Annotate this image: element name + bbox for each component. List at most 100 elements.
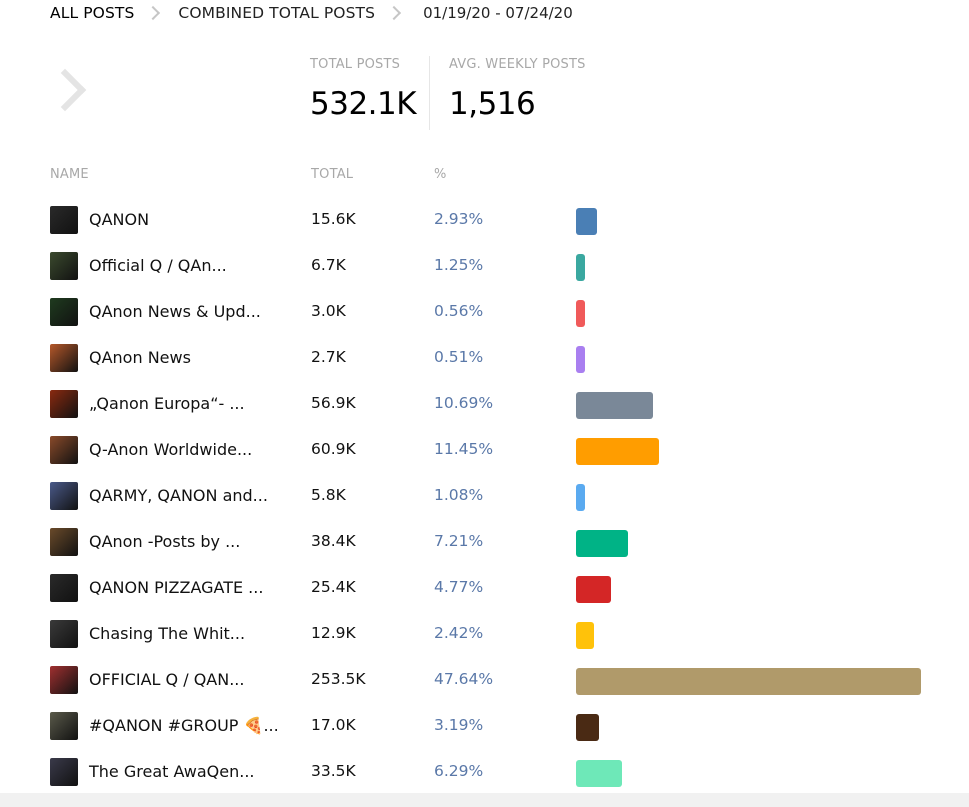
channel-name[interactable]: QANON PIZZAGATE ... xyxy=(89,578,264,597)
table-row[interactable]: QARMY, QANON and... 5.8K 1.08% xyxy=(0,474,969,520)
chevron-right-icon xyxy=(43,68,87,112)
channel-total: 6.7K xyxy=(311,256,346,274)
channel-total: 15.6K xyxy=(311,210,356,228)
channel-name[interactable]: OFFICIAL Q / QAN... xyxy=(89,670,245,689)
channel-percent: 4.77% xyxy=(434,578,484,596)
table-row[interactable]: OFFICIAL Q / QAN... 253.5K 47.64% xyxy=(0,658,969,704)
table-row[interactable]: QAnon News & Upd... 3.0K 0.56% xyxy=(0,290,969,336)
channel-percent: 7.21% xyxy=(434,532,484,550)
column-header-total[interactable]: TOTAL xyxy=(311,167,354,182)
channel-percent: 1.25% xyxy=(434,256,484,274)
column-header-percent[interactable]: % xyxy=(434,167,447,182)
table-row[interactable]: QAnon News 2.7K 0.51% xyxy=(0,336,969,382)
channel-name[interactable]: The Great AwaQen... xyxy=(89,762,255,781)
avg-weekly-label: AVG. WEEKLY POSTS xyxy=(449,57,586,72)
avatar-image xyxy=(50,666,78,694)
channel-percent: 47.64% xyxy=(434,670,494,688)
channel-avatar[interactable] xyxy=(50,206,78,234)
share-bar xyxy=(576,300,585,327)
share-bar xyxy=(576,714,600,741)
channel-avatar[interactable] xyxy=(50,344,78,372)
channel-avatar[interactable] xyxy=(50,298,78,326)
share-bar xyxy=(576,622,594,649)
channel-avatar[interactable] xyxy=(50,252,78,280)
table-row[interactable]: Official Q / QAn... 6.7K 1.25% xyxy=(0,244,969,290)
channel-name[interactable]: Official Q / QAn... xyxy=(89,256,227,275)
avatar-image xyxy=(50,712,78,740)
channel-total: 60.9K xyxy=(311,440,356,458)
avatar-image xyxy=(50,252,78,280)
channel-name[interactable]: Q-Anon Worldwide... xyxy=(89,440,253,459)
table-row[interactable]: #QANON #GROUP 🍕... 17.0K 3.19% xyxy=(0,704,969,750)
channel-avatar[interactable] xyxy=(50,666,78,694)
channel-name[interactable]: #QANON #GROUP 🍕... xyxy=(89,716,279,735)
channel-percent: 2.42% xyxy=(434,624,484,642)
breadcrumb: ALL POSTS COMBINED TOTAL POSTS 01/19/20 … xyxy=(50,3,573,23)
channel-name[interactable]: QARMY, QANON and... xyxy=(89,486,268,505)
share-bar xyxy=(576,668,921,695)
share-bar xyxy=(576,254,586,281)
channel-name[interactable]: QAnon -Posts by ... xyxy=(89,532,241,551)
channel-percent: 1.08% xyxy=(434,486,484,504)
date-range[interactable]: 01/19/20 - 07/24/20 xyxy=(423,4,573,22)
nav-arrow-button[interactable] xyxy=(43,67,90,123)
table-row[interactable]: Chasing The Whit... 12.9K 2.42% xyxy=(0,612,969,658)
channel-avatar[interactable] xyxy=(50,528,78,556)
avatar-image xyxy=(50,344,78,372)
channel-name[interactable]: „Qanon Europa“- ... xyxy=(89,394,245,413)
table-row[interactable]: The Great AwaQen... 33.5K 6.29% xyxy=(0,750,969,796)
stat-divider xyxy=(429,56,430,130)
channel-total: 3.0K xyxy=(311,302,346,320)
channel-name[interactable]: QAnon News & Upd... xyxy=(89,302,261,321)
channel-avatar[interactable] xyxy=(50,712,78,740)
channel-percent: 6.29% xyxy=(434,762,484,780)
channel-percent: 3.19% xyxy=(434,716,484,734)
channel-name[interactable]: QANON xyxy=(89,210,150,229)
table-row[interactable]: „Qanon Europa“- ... 56.9K 10.69% xyxy=(0,382,969,428)
avatar-image xyxy=(50,390,78,418)
avatar-image xyxy=(50,574,78,602)
table-row[interactable]: QANON 15.6K 2.93% xyxy=(0,198,969,244)
table-row[interactable]: QAnon -Posts by ... 38.4K 7.21% xyxy=(0,520,969,566)
table-row[interactable]: Q-Anon Worldwide... 60.9K 11.45% xyxy=(0,428,969,474)
horizontal-scrollbar[interactable] xyxy=(0,793,969,807)
breadcrumb-all-posts[interactable]: ALL POSTS xyxy=(50,4,135,22)
total-posts-label: TOTAL POSTS xyxy=(310,57,401,72)
share-bar xyxy=(576,346,585,373)
channel-total: 12.9K xyxy=(311,624,356,642)
total-posts-stat: TOTAL POSTS 532.1K xyxy=(310,57,417,122)
channel-name[interactable]: Chasing The Whit... xyxy=(89,624,246,643)
avatar-image xyxy=(50,620,78,648)
channel-percent: 2.93% xyxy=(434,210,484,228)
avatar-image xyxy=(50,758,78,786)
avatar-image xyxy=(50,482,78,510)
avatar-image xyxy=(50,528,78,556)
channel-avatar[interactable] xyxy=(50,390,78,418)
table-row[interactable]: QANON PIZZAGATE ... 25.4K 4.77% xyxy=(0,566,969,612)
channel-total: 33.5K xyxy=(311,762,356,780)
column-header-name[interactable]: NAME xyxy=(50,167,89,182)
channel-avatar[interactable] xyxy=(50,436,78,464)
channel-name[interactable]: QAnon News xyxy=(89,348,191,367)
channel-percent: 10.69% xyxy=(434,394,494,412)
channel-avatar[interactable] xyxy=(50,620,78,648)
channel-total: 25.4K xyxy=(311,578,356,596)
total-posts-value: 532.1K xyxy=(310,86,417,122)
share-bar xyxy=(576,484,585,511)
share-bar xyxy=(576,760,622,787)
channel-total: 2.7K xyxy=(311,348,346,366)
channel-avatar[interactable] xyxy=(50,482,78,510)
chevron-right-icon xyxy=(386,5,402,21)
avatar-image xyxy=(50,298,78,326)
avatar-image xyxy=(50,206,78,234)
channel-avatar[interactable] xyxy=(50,574,78,602)
channel-percent: 11.45% xyxy=(434,440,494,458)
channel-percent: 0.51% xyxy=(434,348,484,366)
avg-weekly-stat: AVG. WEEKLY POSTS 1,516 xyxy=(449,57,586,122)
share-bar xyxy=(576,530,629,557)
channel-percent: 0.56% xyxy=(434,302,484,320)
chevron-right-icon xyxy=(146,5,161,21)
channel-avatar[interactable] xyxy=(50,758,78,786)
breadcrumb-combined-total-posts[interactable]: COMBINED TOTAL POSTS xyxy=(178,4,376,22)
share-bar xyxy=(576,392,654,419)
